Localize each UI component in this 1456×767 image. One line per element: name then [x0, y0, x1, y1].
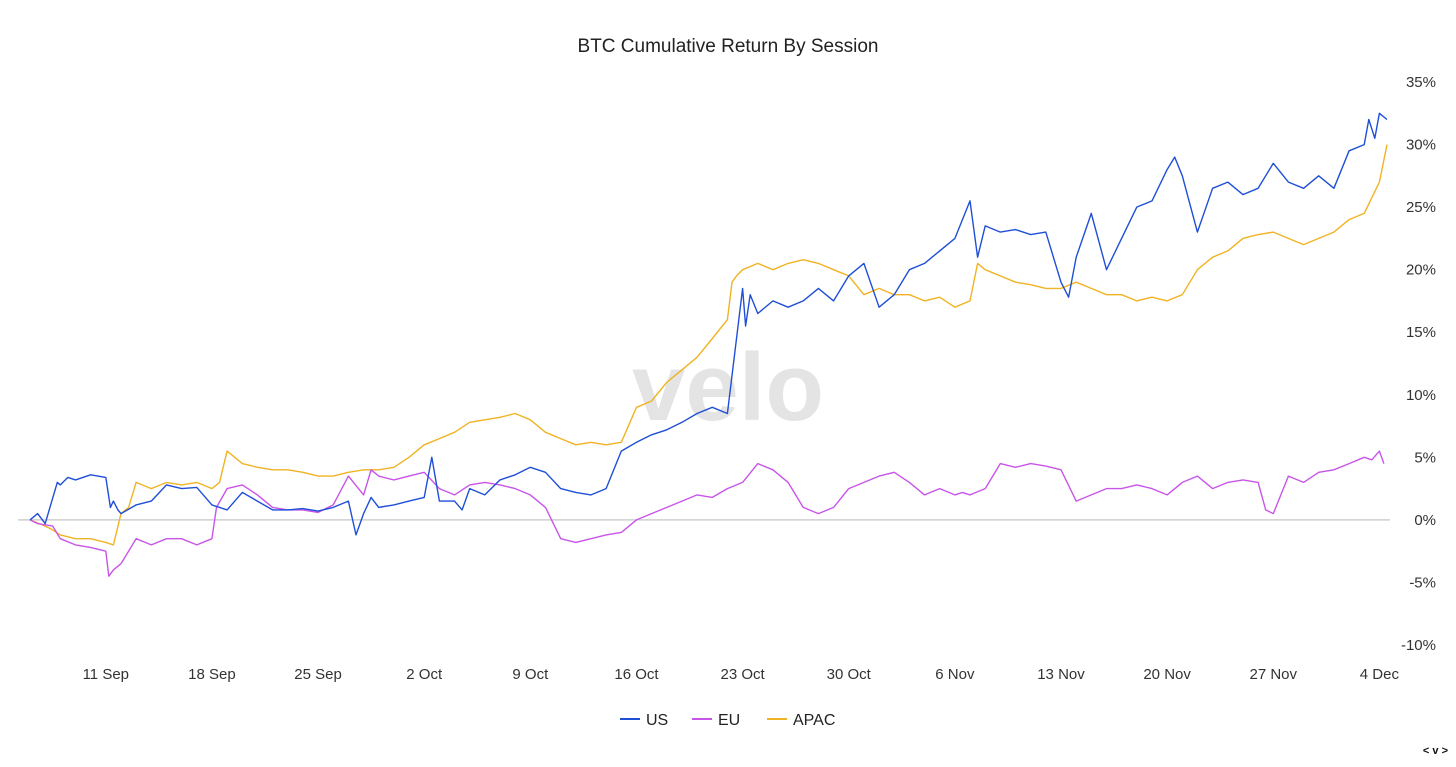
- series-line-us: [29, 112, 1388, 536]
- y-tick-label: 25%: [1406, 199, 1436, 216]
- y-tick-label: -10%: [1401, 637, 1436, 654]
- y-tick-label: 10%: [1406, 387, 1436, 404]
- legend-label-apac: APAC: [793, 712, 835, 729]
- y-tick-label: 0%: [1414, 512, 1436, 529]
- x-tick-label: 6 Nov: [935, 666, 975, 683]
- y-tick-label: -5%: [1409, 574, 1436, 591]
- x-tick-label: 30 Oct: [827, 666, 872, 683]
- legend-label-eu: EU: [718, 712, 740, 729]
- legend-label-us: US: [646, 712, 668, 729]
- x-tick-label: 2 Oct: [406, 666, 443, 683]
- x-axis-ticks: 11 Sep 18 Sep 25 Sep 2 Oct 9 Oct 16 Oct 23 Oct…: [83, 666, 1400, 683]
- y-tick-label: 15%: [1406, 324, 1436, 341]
- y-tick-label: 5%: [1414, 449, 1436, 466]
- legend: US EU APAC: [620, 712, 835, 729]
- y-tick-label: 35%: [1406, 74, 1436, 91]
- x-tick-label: 16 Oct: [614, 666, 659, 683]
- y-tick-label: 20%: [1406, 262, 1436, 279]
- x-tick-label: 9 Oct: [512, 666, 549, 683]
- x-tick-label: 27 Nov: [1249, 666, 1297, 683]
- x-tick-label: 25 Sep: [294, 666, 342, 683]
- watermark-logo: velo: [632, 334, 824, 441]
- x-tick-label: 20 Nov: [1143, 666, 1191, 683]
- x-tick-label: 4 Dec: [1360, 666, 1400, 683]
- x-tick-label: 23 Oct: [721, 666, 766, 683]
- x-tick-label: 18 Sep: [188, 666, 236, 683]
- y-axis-ticks: 35% 30% 25% 20% 15% 10% 5% 0% -5% -10%: [1401, 74, 1436, 654]
- y-tick-label: 30%: [1406, 137, 1436, 154]
- x-tick-label: 11 Sep: [83, 666, 129, 683]
- corner-mark: < v >: [1423, 745, 1448, 757]
- chart-title: BTC Cumulative Return By Session: [578, 36, 879, 57]
- x-tick-label: 13 Nov: [1037, 666, 1085, 683]
- series-line-apac: [29, 144, 1388, 546]
- series-lines: [29, 112, 1388, 577]
- series-line-eu: [29, 450, 1385, 577]
